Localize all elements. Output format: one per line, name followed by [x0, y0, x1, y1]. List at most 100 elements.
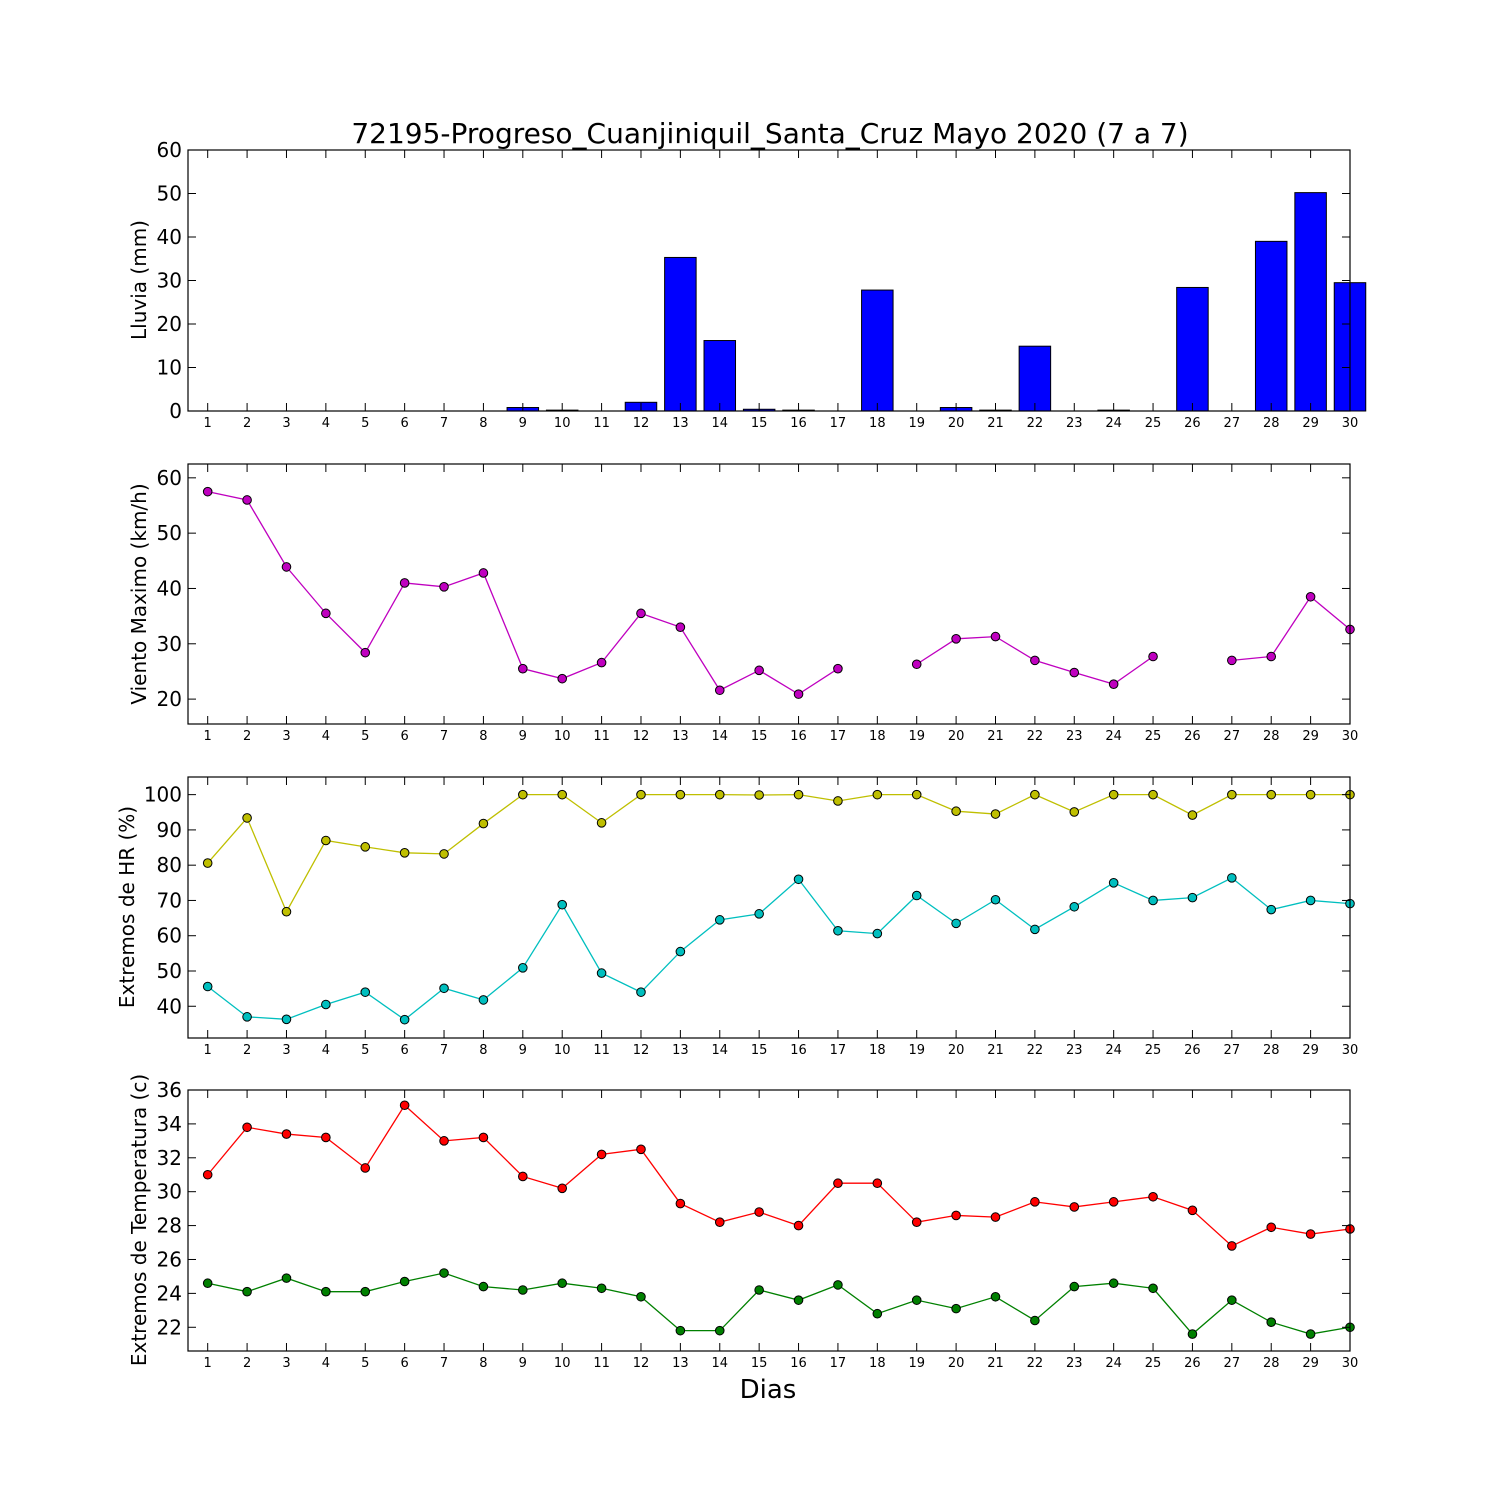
- temperature-xtick-label: 4: [322, 1356, 330, 1371]
- humidity-series-0-point-day-22: [1030, 789, 1040, 800]
- wind-plot-frame: [187, 463, 1351, 725]
- temperature-series-0-point-day-6: [399, 1100, 410, 1111]
- wind-xtick-label: 11: [593, 729, 610, 744]
- wind-series-0-point-day-25: [1148, 651, 1158, 662]
- rain-xtick-label: 15: [751, 416, 768, 431]
- rain-bar-day-28: [1254, 240, 1288, 412]
- temperature-series-0-point-day-13: [675, 1198, 686, 1209]
- wind-series-0-point-day-5: [360, 647, 371, 658]
- humidity-series-0-point-day-13: [675, 789, 686, 800]
- humidity-xtick-label: 16: [790, 1043, 807, 1058]
- temperature-series-0-point-day-18: [872, 1178, 883, 1189]
- wind-series-0-point-day-15: [754, 665, 764, 676]
- humidity-xtick-label: 25: [1145, 1043, 1162, 1058]
- temperature-xtick-label: 6: [401, 1356, 409, 1371]
- wind-series-0-point-day-9: [518, 663, 528, 674]
- humidity-series-1-point-day-18: [872, 928, 883, 939]
- humidity-series-0-point-day-23: [1069, 807, 1080, 817]
- wind-xtick-label: 29: [1302, 729, 1319, 744]
- temperature-series-1-point-day-28: [1266, 1317, 1277, 1327]
- temperature-series-0-point-day-27: [1227, 1241, 1237, 1251]
- humidity-series-0-point-day-11: [596, 818, 607, 828]
- wind-xtick-label: 3: [282, 729, 290, 744]
- temperature-series-1-point-day-14: [714, 1325, 725, 1336]
- humidity-series-1-point-day-4: [321, 999, 331, 1010]
- temperature-series-1-point-day-3: [281, 1273, 292, 1283]
- humidity-series-0-point-day-3: [281, 906, 292, 917]
- temperature-series-1-point-day-23: [1069, 1281, 1080, 1292]
- temperature-xtick-label: 12: [633, 1356, 650, 1371]
- humidity-series-1-point-day-11: [596, 968, 607, 978]
- humidity-series-0-point-day-8: [478, 818, 489, 829]
- rain-xtick-label: 21: [987, 416, 1004, 431]
- humidity-series-0-point-day-2: [242, 813, 252, 823]
- temperature-series-0-point-day-20: [951, 1210, 961, 1221]
- temperature-series-0-point-day-10: [557, 1183, 568, 1194]
- temperature-series-0-point-day-22: [1030, 1197, 1040, 1207]
- humidity-series-1-point-day-8: [478, 995, 489, 1005]
- temperature-series-1-point-day-17: [833, 1280, 843, 1290]
- wind-xtick-label: 10: [554, 729, 571, 744]
- temperature-series-1-point-day-7: [439, 1268, 449, 1278]
- humidity-xtick-label: 23: [1066, 1043, 1083, 1058]
- humidity-series-0-point-day-10: [557, 789, 568, 800]
- temperature-series-1-point-day-18: [872, 1308, 883, 1319]
- humidity-xtick-label: 13: [672, 1043, 689, 1058]
- humidity-xtick-label: 12: [633, 1043, 650, 1058]
- wind-series-0-point-day-23: [1069, 667, 1080, 678]
- wind-xtick-label: 1: [204, 729, 212, 744]
- humidity-ytick-label: 40: [157, 994, 182, 1018]
- rain-xtick-label: 29: [1302, 416, 1319, 431]
- humidity-series-0-point-day-16: [793, 789, 804, 800]
- wind-series-0-point-day-24: [1108, 679, 1119, 689]
- wind-xtick-label: 30: [1342, 729, 1359, 744]
- humidity-series-1-point-day-6: [399, 1014, 410, 1025]
- rain-xtick-label: 7: [440, 416, 448, 431]
- humidity-series-1-line: [207, 877, 1351, 1021]
- temperature-series-1-point-day-19: [911, 1295, 922, 1305]
- rain-xtick-label: 9: [519, 416, 527, 431]
- wind-series-0-line: [207, 491, 839, 695]
- wind-ytick-label: 40: [157, 576, 182, 600]
- wind-xtick-label: 6: [401, 729, 409, 744]
- temperature-series-0-point-day-5: [360, 1163, 371, 1173]
- humidity-xtick-label: 27: [1224, 1043, 1241, 1058]
- humidity-xtick-label: 1: [204, 1043, 212, 1058]
- temperature-xtick-label: 20: [948, 1356, 965, 1371]
- humidity-xtick-label: 21: [987, 1043, 1004, 1058]
- temperature-series-1-point-day-11: [596, 1283, 607, 1294]
- humidity-series-1-point-day-29: [1305, 895, 1316, 906]
- rain-ytick-label: 30: [157, 269, 182, 293]
- wind-xtick-label: 28: [1263, 729, 1280, 744]
- wind-series-0-point-day-27: [1227, 655, 1237, 666]
- humidity-series-1-point-day-23: [1069, 901, 1080, 912]
- humidity-xtick-label: 3: [282, 1043, 290, 1058]
- humidity-series-0-point-day-24: [1108, 789, 1119, 800]
- wind-series-0-point-day-22: [1030, 655, 1040, 666]
- wind-xtick-label: 4: [322, 729, 330, 744]
- humidity-xtick-label: 6: [401, 1043, 409, 1058]
- humidity-xtick-label: 28: [1263, 1043, 1280, 1058]
- humidity-xtick-label: 11: [593, 1043, 610, 1058]
- rain-xtick-label: 27: [1224, 416, 1241, 431]
- temperature-series-0-point-day-24: [1108, 1197, 1119, 1207]
- humidity-series-1-point-day-21: [990, 894, 1001, 905]
- temperature-series-0-point-day-7: [439, 1136, 449, 1146]
- humidity-ytick-label: 70: [157, 888, 182, 912]
- humidity-series-1-point-day-25: [1148, 895, 1158, 906]
- wind-series-0-point-day-11: [596, 657, 607, 668]
- humidity-series-0-point-day-14: [714, 789, 725, 800]
- wind-xtick-label: 19: [908, 729, 925, 744]
- wind-xtick-label: 22: [1027, 729, 1044, 744]
- temperature-xtick-label: 27: [1224, 1356, 1241, 1371]
- wind-ytick-label: 50: [157, 521, 182, 545]
- wind-xtick-label: 17: [830, 729, 847, 744]
- wind-series-0-point-day-1: [202, 486, 213, 497]
- humidity-series-1-point-day-5: [360, 987, 371, 997]
- rain-ytick-label: 10: [157, 356, 182, 380]
- wind-series-0-line: [1231, 595, 1351, 662]
- rain-xtick-label: 4: [322, 416, 330, 431]
- temperature-series-1-point-day-5: [360, 1286, 371, 1297]
